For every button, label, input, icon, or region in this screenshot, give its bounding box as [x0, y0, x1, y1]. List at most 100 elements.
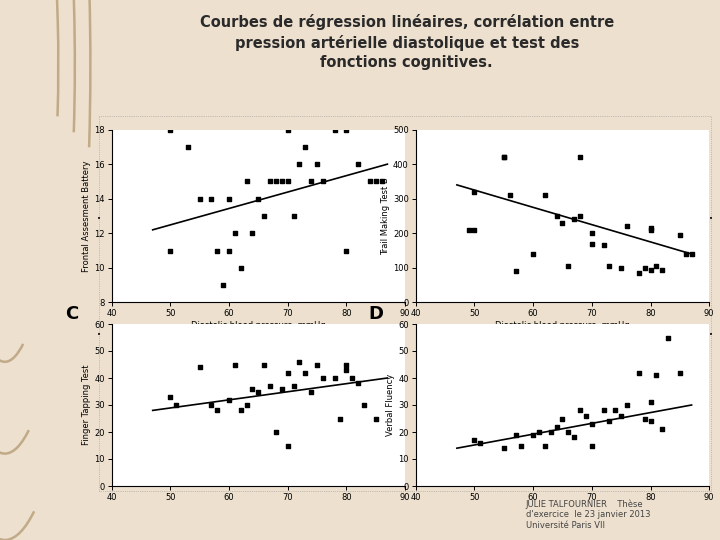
Point — [551, 422, 562, 431]
Point — [603, 262, 615, 271]
Point — [633, 269, 644, 278]
Point — [469, 187, 480, 196]
Point — [586, 229, 598, 238]
Point — [616, 264, 627, 272]
Point — [311, 160, 323, 168]
Point — [317, 177, 328, 186]
Point — [562, 262, 574, 271]
Point — [335, 414, 346, 423]
Point — [551, 212, 562, 220]
Point — [510, 267, 521, 275]
Text: •: • — [709, 332, 714, 338]
Point — [580, 411, 592, 420]
Point — [539, 191, 551, 200]
Point — [610, 406, 621, 415]
Point — [545, 428, 557, 436]
Point — [240, 177, 252, 186]
Text: C: C — [65, 305, 78, 322]
Point — [474, 438, 486, 447]
Point — [651, 262, 662, 271]
Point — [206, 401, 217, 409]
Point — [621, 401, 633, 409]
Point — [639, 264, 650, 272]
Point — [358, 401, 369, 409]
Point — [644, 265, 656, 274]
Point — [164, 125, 176, 134]
Point — [534, 428, 545, 436]
Point — [212, 246, 223, 255]
Point — [164, 393, 176, 401]
Point — [644, 226, 656, 234]
Text: Courbes de régression linéaires, corrélation entre
pression artérielle diastoliq: Courbes de régression linéaires, corréla… — [199, 14, 614, 71]
Point — [352, 379, 364, 388]
Point — [352, 160, 364, 168]
Point — [223, 246, 235, 255]
Point — [235, 406, 246, 415]
Point — [575, 212, 586, 220]
Point — [603, 417, 615, 426]
Point — [305, 177, 317, 186]
Point — [680, 249, 691, 258]
Point — [329, 125, 341, 134]
Point — [633, 368, 644, 377]
Point — [346, 374, 358, 382]
Point — [229, 360, 240, 369]
Point — [539, 441, 551, 450]
Point — [329, 374, 341, 382]
Point — [364, 177, 376, 186]
Point — [164, 246, 176, 255]
Point — [282, 125, 293, 134]
Point — [294, 357, 305, 366]
Point — [288, 212, 300, 220]
Point — [527, 430, 539, 439]
Point — [562, 428, 574, 436]
Point — [657, 265, 668, 274]
Point — [282, 441, 293, 450]
Point — [644, 224, 656, 232]
Y-axis label: Trail Making Test B: Trail Making Test B — [381, 177, 390, 255]
Point — [569, 215, 580, 224]
Point — [469, 226, 480, 234]
Text: •: • — [97, 215, 102, 222]
Point — [212, 406, 223, 415]
Point — [223, 395, 235, 404]
Point — [264, 382, 276, 390]
Point — [575, 153, 586, 161]
Point — [469, 436, 480, 444]
Point — [341, 246, 352, 255]
Point — [341, 125, 352, 134]
Point — [288, 382, 300, 390]
Point — [557, 414, 568, 423]
Text: •: • — [709, 215, 714, 222]
Point — [253, 194, 264, 203]
Point — [229, 229, 240, 238]
Point — [516, 441, 527, 450]
Point — [639, 414, 650, 423]
Point — [674, 231, 685, 239]
Point — [235, 264, 246, 272]
Point — [182, 143, 194, 151]
Point — [586, 239, 598, 248]
Point — [557, 219, 568, 227]
Point — [253, 387, 264, 396]
Point — [569, 433, 580, 442]
X-axis label: Diastolic blood pressure, mmHg: Diastolic blood pressure, mmHg — [495, 321, 630, 330]
Point — [662, 333, 674, 342]
X-axis label: Diastolic blood pressure, mmHg: Diastolic blood pressure, mmHg — [191, 321, 325, 330]
Point — [598, 406, 609, 415]
Point — [598, 241, 609, 249]
Text: JULIE TALFOURNIER    Thèse
d'exercice  le 23 janvier 2013
Université Paris VII: JULIE TALFOURNIER Thèse d'exercice le 23… — [526, 500, 650, 530]
Text: •: • — [97, 332, 102, 338]
Point — [586, 420, 598, 428]
Point — [575, 406, 586, 415]
Point — [311, 360, 323, 369]
Point — [276, 384, 287, 393]
Point — [644, 417, 656, 426]
Point — [258, 212, 270, 220]
Point — [686, 249, 698, 258]
Point — [223, 194, 235, 203]
Point — [206, 194, 217, 203]
Point — [621, 222, 633, 231]
Point — [270, 177, 282, 186]
Y-axis label: Frontal Assesment Battery: Frontal Assesment Battery — [82, 160, 91, 272]
